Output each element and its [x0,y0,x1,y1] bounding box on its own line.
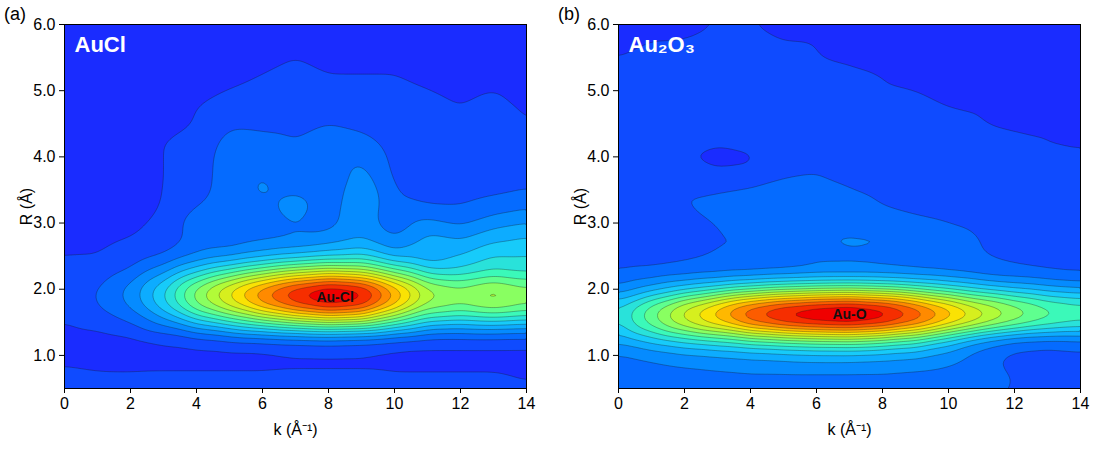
svg-text:5.0: 5.0 [587,82,609,99]
svg-text:14: 14 [1072,395,1090,412]
svg-text:6.0: 6.0 [587,16,609,33]
svg-text:12: 12 [452,395,470,412]
svg-text:0: 0 [614,395,623,412]
html-text:(a): (a) [4,4,26,24]
svg-text:Au-O: Au-O [832,306,866,322]
svg-text:k (Å⁻¹): k (Å⁻¹) [273,420,317,438]
svg-text:6: 6 [258,395,267,412]
svg-text:4.0: 4.0 [33,148,55,165]
svg-text:2.0: 2.0 [587,280,609,297]
svg-text:8: 8 [324,395,333,412]
svg-text:6.0: 6.0 [33,16,55,33]
svg-text:AuCl: AuCl [75,32,126,57]
svg-text:1.0: 1.0 [33,347,55,364]
svg-text:R (Å): R (Å) [571,188,589,225]
svg-text:1.0: 1.0 [587,347,609,364]
svg-text:4: 4 [192,395,201,412]
svg-text:12: 12 [1006,395,1024,412]
svg-text:0: 0 [60,395,69,412]
svg-text:2: 2 [680,395,689,412]
svg-text:8: 8 [878,395,887,412]
svg-text:3.0: 3.0 [587,214,609,231]
svg-text:R (Å): R (Å) [17,188,35,225]
svg-text:4.0: 4.0 [587,148,609,165]
svg-text:6: 6 [812,395,821,412]
svg-text:Au-Cl: Au-Cl [316,289,353,305]
svg-text:Au₂O₃: Au₂O₃ [629,32,695,57]
svg-text:4: 4 [746,395,755,412]
svg-text:10: 10 [940,395,958,412]
svg-text:k (Å⁻¹): k (Å⁻¹) [827,420,871,438]
html-text:(b): (b) [558,4,580,24]
svg-text:5.0: 5.0 [33,82,55,99]
svg-text:2: 2 [126,395,135,412]
svg-text:14: 14 [518,395,536,412]
svg-text:3.0: 3.0 [33,214,55,231]
svg-text:2.0: 2.0 [33,280,55,297]
svg-text:10: 10 [386,395,404,412]
